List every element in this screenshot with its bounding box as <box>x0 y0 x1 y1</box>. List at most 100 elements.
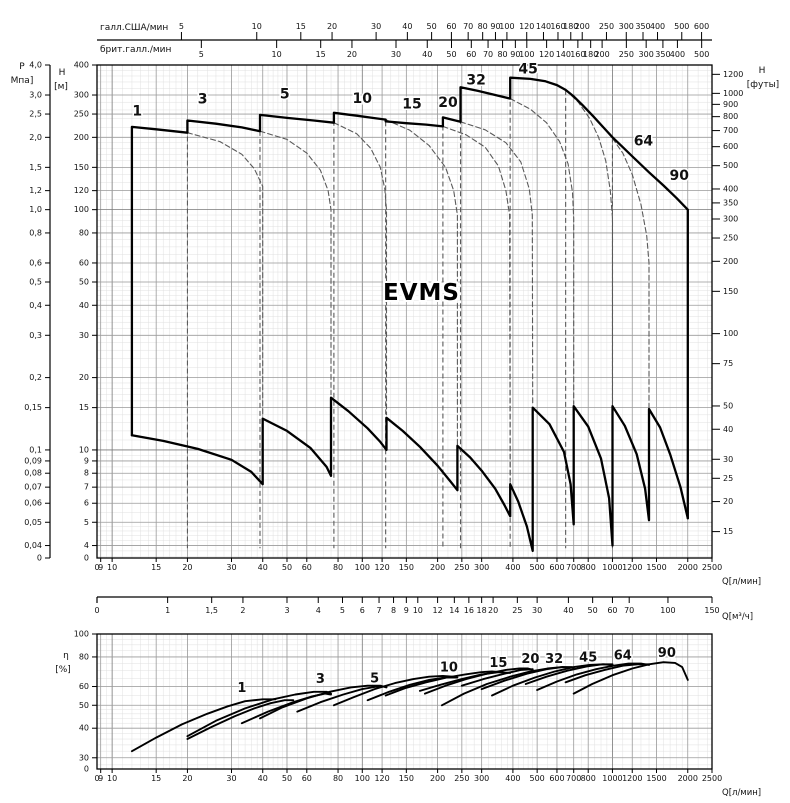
svg-text:2000: 2000 <box>678 774 698 783</box>
svg-text:70: 70 <box>483 50 493 59</box>
svg-text:5: 5 <box>340 606 345 615</box>
svg-text:300: 300 <box>474 774 489 783</box>
svg-text:1: 1 <box>237 681 246 696</box>
svg-text:40: 40 <box>422 50 432 59</box>
svg-text:5: 5 <box>370 671 379 686</box>
svg-text:1: 1 <box>165 606 170 615</box>
svg-text:100: 100 <box>355 563 370 572</box>
svg-text:30: 30 <box>723 455 733 464</box>
svg-text:0,08: 0,08 <box>24 469 42 478</box>
svg-text:100: 100 <box>519 50 534 59</box>
svg-text:25: 25 <box>723 474 733 483</box>
svg-text:50: 50 <box>427 22 437 31</box>
svg-text:40: 40 <box>723 425 733 434</box>
svg-text:250: 250 <box>454 563 469 572</box>
svg-text:50: 50 <box>79 701 89 710</box>
svg-text:150: 150 <box>74 163 89 172</box>
svg-text:70: 70 <box>624 606 634 615</box>
svg-text:400: 400 <box>505 774 520 783</box>
svg-text:8: 8 <box>391 606 396 615</box>
svg-text:12: 12 <box>433 606 443 615</box>
svg-text:20: 20 <box>182 563 192 572</box>
svg-text:0: 0 <box>94 774 99 783</box>
svg-text:700: 700 <box>566 563 581 572</box>
svg-text:800: 800 <box>723 112 738 121</box>
svg-text:15: 15 <box>402 96 421 112</box>
svg-text:9: 9 <box>404 606 409 615</box>
svg-text:40: 40 <box>79 301 89 310</box>
svg-text:0: 0 <box>84 554 89 563</box>
flow-lmin-axis-unit-bottom: Q[л/мин] <box>722 788 762 798</box>
svg-text:120: 120 <box>519 22 534 31</box>
svg-text:5: 5 <box>84 518 89 527</box>
svg-text:40: 40 <box>79 724 89 733</box>
svg-text:1,0: 1,0 <box>29 205 42 214</box>
svg-text:600: 600 <box>549 774 564 783</box>
svg-text:120: 120 <box>374 774 389 783</box>
svg-text:500: 500 <box>530 774 545 783</box>
svg-text:100: 100 <box>723 329 738 338</box>
svg-text:30: 30 <box>79 753 89 762</box>
svg-text:60: 60 <box>446 22 456 31</box>
svg-text:10: 10 <box>79 445 89 454</box>
svg-text:32: 32 <box>466 72 485 88</box>
svg-text:350: 350 <box>655 50 670 59</box>
head-m-axis-label: H <box>58 68 66 78</box>
svg-text:150: 150 <box>399 563 414 572</box>
svg-text:800: 800 <box>581 774 596 783</box>
svg-text:200: 200 <box>723 257 738 266</box>
svg-text:400: 400 <box>505 563 520 572</box>
svg-text:300: 300 <box>74 91 89 100</box>
svg-text:120: 120 <box>539 50 554 59</box>
svg-text:3: 3 <box>284 606 289 615</box>
head-ft-axis-unit: [футы] <box>746 80 780 90</box>
svg-text:5: 5 <box>179 22 184 31</box>
head-m-axis-unit: [м] <box>54 82 68 92</box>
svg-text:0: 0 <box>37 554 42 563</box>
svg-text:0,3: 0,3 <box>29 331 42 340</box>
svg-text:1: 1 <box>132 104 142 120</box>
uk-gpm-axis-label: брит.галл./мин <box>100 45 172 55</box>
series-title: EVMS <box>383 280 460 306</box>
svg-text:160: 160 <box>550 22 565 31</box>
svg-text:3: 3 <box>198 92 208 108</box>
svg-text:80: 80 <box>478 22 488 31</box>
svg-text:500: 500 <box>694 50 709 59</box>
svg-text:60: 60 <box>79 258 89 267</box>
svg-text:300: 300 <box>474 563 489 572</box>
svg-text:60: 60 <box>302 563 312 572</box>
svg-text:25: 25 <box>512 606 522 615</box>
svg-text:18: 18 <box>477 606 487 615</box>
svg-text:400: 400 <box>650 22 665 31</box>
svg-text:4: 4 <box>84 541 89 550</box>
svg-text:10: 10 <box>252 22 262 31</box>
svg-text:8: 8 <box>84 469 89 478</box>
svg-text:50: 50 <box>723 401 733 410</box>
svg-text:90: 90 <box>510 50 520 59</box>
svg-text:30: 30 <box>391 50 401 59</box>
svg-text:30: 30 <box>79 331 89 340</box>
svg-text:4,0: 4,0 <box>29 61 42 70</box>
svg-text:20: 20 <box>521 652 539 667</box>
svg-text:2,0: 2,0 <box>29 133 42 142</box>
svg-text:20: 20 <box>327 22 337 31</box>
svg-text:0: 0 <box>94 563 99 572</box>
svg-text:140: 140 <box>536 22 551 31</box>
svg-text:700: 700 <box>723 126 738 135</box>
svg-text:64: 64 <box>614 649 632 664</box>
svg-text:20: 20 <box>723 497 733 506</box>
svg-text:800: 800 <box>581 563 596 572</box>
svg-text:100: 100 <box>355 774 370 783</box>
svg-text:0,5: 0,5 <box>29 277 42 286</box>
svg-text:32: 32 <box>545 652 563 667</box>
svg-text:350: 350 <box>635 22 650 31</box>
svg-text:150: 150 <box>723 287 738 296</box>
svg-text:0,2: 0,2 <box>29 373 42 382</box>
svg-text:200: 200 <box>430 774 445 783</box>
svg-text:5: 5 <box>199 50 204 59</box>
svg-text:15: 15 <box>79 403 89 412</box>
head-ft-axis-label: H <box>758 66 766 76</box>
svg-text:3,0: 3,0 <box>29 91 42 100</box>
svg-text:4: 4 <box>316 606 321 615</box>
